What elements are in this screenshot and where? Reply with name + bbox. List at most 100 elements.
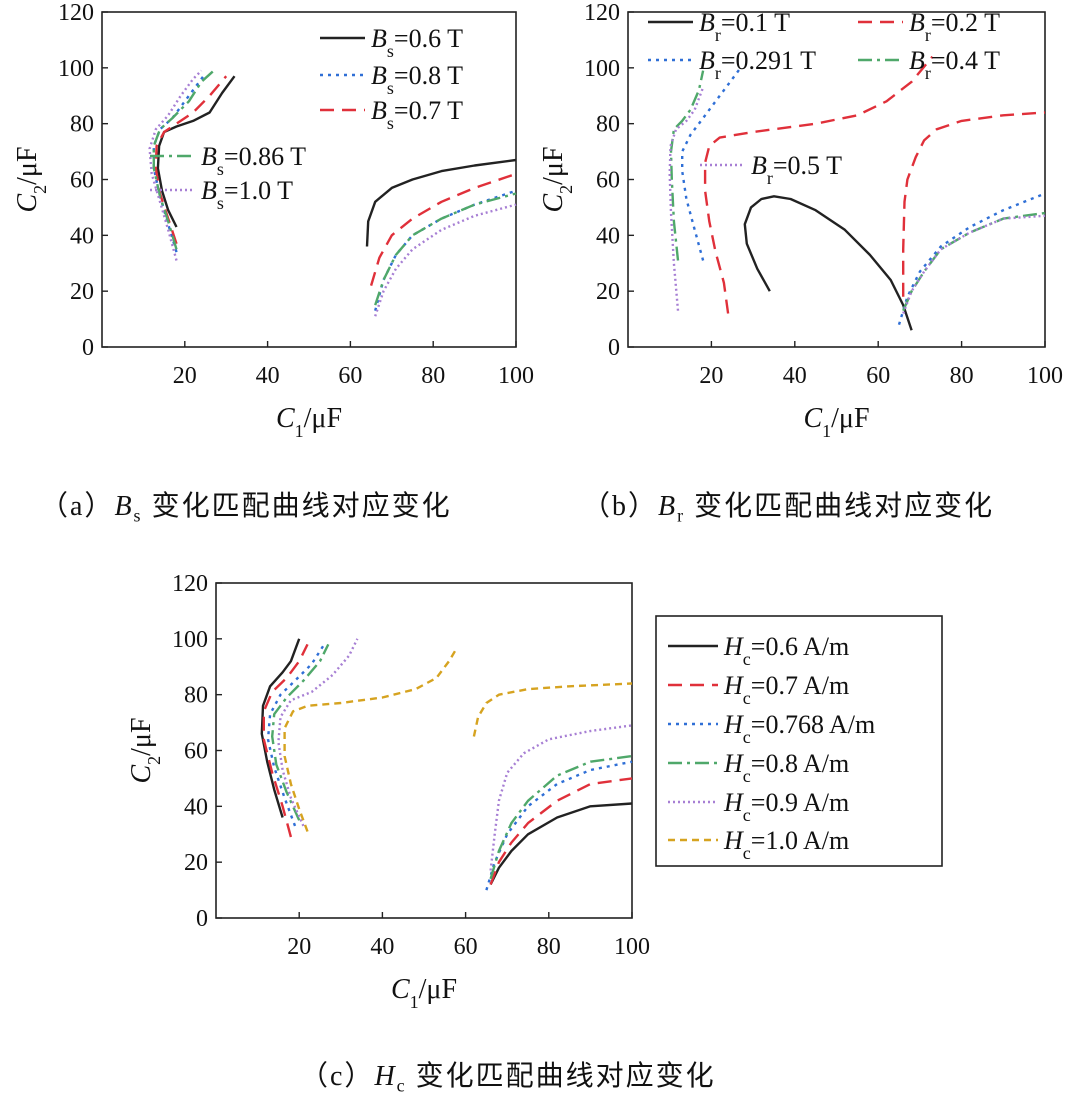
series-line-c-3-seg0 xyxy=(271,643,330,821)
legend-label-b-2-symbol: B xyxy=(699,46,715,75)
series-line-c-2-seg0 xyxy=(266,643,326,827)
legend-label-a-2-subscript: s xyxy=(387,113,394,133)
legend-label-a-2: Bs=0.7 T xyxy=(371,96,463,133)
series-line-c-1-seg0 xyxy=(262,643,309,838)
plot-frame-c xyxy=(215,582,633,919)
x-tick-label: 60 xyxy=(866,363,890,389)
y-axis-label-b: C2/μF xyxy=(538,146,576,212)
legend-label-b-3-subscript: r xyxy=(925,63,931,83)
series-line-a-1-seg0 xyxy=(152,72,207,253)
series-line-b-2-seg0 xyxy=(681,67,742,261)
x-axis-label-a: C1/μF xyxy=(276,403,342,441)
legend-label-a-0: Bs=0.6 T xyxy=(371,24,463,61)
y-tick-label: 40 xyxy=(184,794,208,820)
y-tick-label: 40 xyxy=(70,223,94,249)
y-tick-label: 0 xyxy=(608,335,620,361)
x-tick-label: 60 xyxy=(338,363,362,389)
legend-label-c-4-subscript: c xyxy=(743,805,751,825)
y-tick-label: 20 xyxy=(596,279,620,305)
legend-label-c-1-value: =0.7 A/m xyxy=(751,671,849,700)
legend-label-c-3-value: =0.8 A/m xyxy=(751,749,849,778)
caption-b: （b）Br 变化匹配曲线对应变化 xyxy=(582,491,995,526)
series-line-b-4-seg0 xyxy=(668,86,705,311)
y-axis-label-a-subscript: 2 xyxy=(30,185,50,194)
x-axis-label-b-subscript: 1 xyxy=(822,421,831,441)
series-line-a-0-seg1 xyxy=(365,158,517,247)
y-tick-label: 60 xyxy=(184,739,208,765)
series-line-a-2-seg1 xyxy=(369,172,517,286)
legend-label-b-1-value: =0.2 T xyxy=(931,8,1000,37)
x-axis-label-a-symbol: C xyxy=(276,403,295,434)
legend-label-c-0-symbol: H xyxy=(723,632,744,661)
series-line-c-5-seg0 xyxy=(283,646,459,832)
legend-label-a-1-subscript: s xyxy=(387,78,394,98)
x-axis-label-b: C1/μF xyxy=(803,403,869,441)
legend-label-c-0-value: =0.6 A/m xyxy=(751,632,849,661)
legend-box-c xyxy=(655,615,943,867)
series-line-c-3-seg1 xyxy=(489,754,633,880)
legend-label-a-4-symbol: B xyxy=(201,176,217,205)
legend-label-b-4-symbol: B xyxy=(751,151,767,180)
y-axis-label-c-value: /μF xyxy=(126,717,157,755)
legend-label-c-2-subscript: c xyxy=(743,727,751,747)
legend-label-b-3: Br=0.4 T xyxy=(909,46,1000,83)
legend-label-a-3-symbol: B xyxy=(201,142,217,171)
x-axis-label-c-symbol: C xyxy=(391,974,410,1005)
y-tick-label: 80 xyxy=(596,112,620,138)
y-axis-label-c-subscript: 2 xyxy=(144,756,164,765)
legend-label-c-5-value: =1.0 A/m xyxy=(751,826,849,855)
legend-label-c-3: Hc=0.8 A/m xyxy=(723,749,849,786)
legend-label-c-1-subscript: c xyxy=(743,688,751,708)
legend-label-c-5-subscript: c xyxy=(743,843,751,863)
legend-label-c-2-value: =0.768 A/m xyxy=(751,710,875,739)
legend-label-a-1: Bs=0.8 T xyxy=(371,61,463,98)
series-line-a-1-seg1 xyxy=(374,189,517,312)
legend-label-c-5-symbol: H xyxy=(723,826,744,855)
legend-label-b-0: Br=0.1 T xyxy=(699,8,790,45)
legend-label-b-0-symbol: B xyxy=(699,8,715,37)
series-line-a-3-seg0 xyxy=(152,69,215,250)
series-line-a-4-seg1 xyxy=(374,203,517,317)
y-axis-label-a: C2/μF xyxy=(12,146,50,212)
legend-label-a-1-value: =0.8 T xyxy=(394,61,463,90)
series-line-c-0-seg0 xyxy=(260,638,301,818)
x-tick-label: 20 xyxy=(287,934,311,960)
legend-label-a-4: Bs=1.0 T xyxy=(201,176,293,213)
series-line-c-1-seg1 xyxy=(489,777,633,885)
y-axis-label-c: C2/μF xyxy=(126,717,164,783)
legend-label-c-1: Hc=0.7 A/m xyxy=(723,671,849,708)
legend-label-b-3-value: =0.4 T xyxy=(931,46,1000,75)
legend-label-c-0: Hc=0.6 A/m xyxy=(723,632,849,669)
x-tick-label: 20 xyxy=(699,363,723,389)
y-tick-label: 20 xyxy=(70,279,94,305)
y-tick-label: 0 xyxy=(196,906,208,932)
legend-label-b-1-symbol: B xyxy=(909,8,925,37)
legend-label-b-4-subscript: r xyxy=(767,168,773,188)
y-axis-label-b-subscript: 2 xyxy=(556,185,576,194)
x-tick-label: 100 xyxy=(498,363,534,389)
caption-c: （c）Hc 变化匹配曲线对应变化 xyxy=(300,1061,716,1096)
series-line-a-2-seg0 xyxy=(154,75,228,245)
legend-label-c-3-symbol: H xyxy=(723,749,744,778)
x-tick-label: 80 xyxy=(950,363,974,389)
series-line-b-3-seg1 xyxy=(902,211,1046,312)
legend-label-c-3-subscript: c xyxy=(743,766,751,786)
y-tick-label: 100 xyxy=(172,627,208,653)
y-tick-label: 40 xyxy=(596,223,620,249)
x-tick-label: 80 xyxy=(421,363,445,389)
x-axis-label-a-value: /μF xyxy=(304,403,342,434)
y-tick-label: 120 xyxy=(584,0,620,26)
x-axis-label-c-subscript: 1 xyxy=(410,992,419,1012)
series-line-a-4-seg0 xyxy=(148,69,203,261)
series-line-c-4-seg0 xyxy=(277,638,359,827)
caption-a: （a）Bs 变化匹配曲线对应变化 xyxy=(40,491,452,526)
y-axis-label-a-value: /μF xyxy=(12,146,43,184)
legend-label-a-3-value: =0.86 T xyxy=(224,142,306,171)
series-line-b-2-seg1 xyxy=(897,192,1046,326)
y-tick-label: 0 xyxy=(82,335,94,361)
legend-label-c-2: Hc=0.768 A/m xyxy=(723,710,875,747)
series-line-b-0-seg0 xyxy=(743,195,913,331)
legend-label-c-2-symbol: H xyxy=(723,710,744,739)
